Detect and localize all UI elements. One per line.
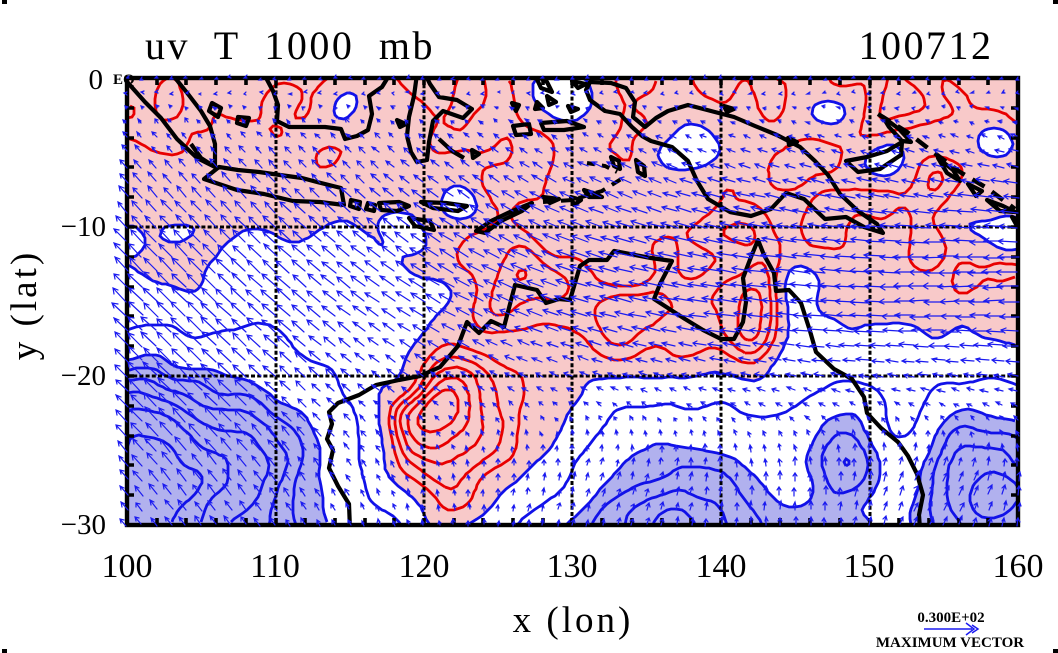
svg-text:0.300E+02: 0.300E+02 [917, 610, 984, 626]
svg-text:uv T 1000 mb: uv T 1000 mb [145, 23, 435, 68]
svg-text:x (lon): x (lon) [513, 600, 634, 641]
svg-text:MAXIMUM VECTOR: MAXIMUM VECTOR [876, 635, 1024, 651]
svg-text:120: 120 [399, 548, 450, 585]
svg-text:−10: −10 [61, 211, 106, 243]
svg-text:−30: −30 [61, 509, 106, 541]
svg-text:130: 130 [547, 548, 598, 585]
svg-text:100: 100 [102, 548, 153, 585]
svg-text:150: 150 [844, 548, 895, 585]
svg-text:140: 140 [696, 548, 747, 585]
svg-text:160: 160 [993, 548, 1044, 585]
svg-text:0: 0 [89, 64, 104, 96]
svg-text:y (lat): y (lat) [4, 250, 45, 360]
svg-text:110: 110 [250, 548, 300, 585]
svg-text:EQ: EQ [113, 72, 135, 88]
svg-text:−20: −20 [61, 360, 106, 392]
svg-text:100712: 100712 [859, 23, 994, 68]
